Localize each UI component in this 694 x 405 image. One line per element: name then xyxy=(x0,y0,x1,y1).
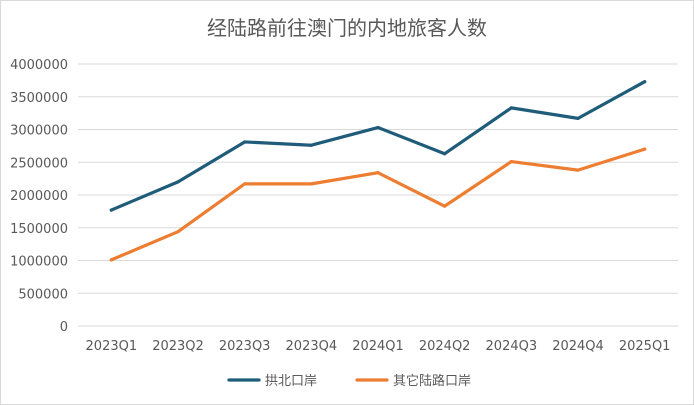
series-lines xyxy=(109,80,647,262)
y-tick-label: 3500000 xyxy=(10,91,68,106)
x-tick-label: 2023Q4 xyxy=(286,339,338,354)
chart-title: 经陆路前往澳门的内地旅客人数 xyxy=(207,16,487,40)
data-point xyxy=(176,180,180,184)
y-tick-label: 2000000 xyxy=(10,189,68,204)
data-point xyxy=(243,140,247,144)
data-point xyxy=(309,143,313,147)
data-point xyxy=(576,116,580,120)
x-axis-ticks: 2023Q1 2023Q2 2023Q3 2023Q4 2024Q1 2024Q2 2024… xyxy=(86,339,671,354)
data-point xyxy=(243,182,247,186)
data-point xyxy=(109,258,113,262)
legend-label: 拱北口岸 xyxy=(265,374,317,389)
y-tick-label: 1000000 xyxy=(10,255,68,270)
y-tick-label: 500000 xyxy=(18,287,68,302)
y-tick-label: 3000000 xyxy=(10,124,68,139)
data-point xyxy=(509,106,513,110)
data-point xyxy=(643,147,647,151)
y-tick-label: 0 xyxy=(60,320,68,335)
gridlines xyxy=(78,63,678,327)
legend-label: 其它陆路口岸 xyxy=(393,373,471,389)
data-point xyxy=(376,125,380,130)
y-tick-label: 1500000 xyxy=(10,222,68,237)
data-point xyxy=(509,159,513,164)
y-axis-ticks: 0 500000 1000000 1500000 2000000 2500000 30000… xyxy=(10,58,68,335)
legend: 拱北口岸 其它陆路口岸 xyxy=(227,373,471,389)
data-point xyxy=(643,80,647,84)
y-tick-label: 2500000 xyxy=(10,156,68,171)
x-tick-label: 2024Q1 xyxy=(352,339,404,354)
x-tick-label: 2023Q2 xyxy=(152,339,204,354)
data-point xyxy=(443,204,447,208)
data-point xyxy=(176,230,180,234)
x-tick-label: 2023Q3 xyxy=(219,339,271,354)
x-tick-label: 2024Q3 xyxy=(486,339,538,354)
series-line-1 xyxy=(109,147,647,262)
y-tick-label: 4000000 xyxy=(10,58,68,73)
data-point xyxy=(109,208,113,212)
x-tick-label: 2024Q2 xyxy=(419,339,471,354)
x-tick-label: 2024Q4 xyxy=(552,339,604,354)
data-point xyxy=(309,182,313,186)
x-tick-label: 2025Q1 xyxy=(619,339,671,354)
data-point xyxy=(576,168,580,172)
x-tick-label: 2023Q1 xyxy=(86,339,138,354)
data-point xyxy=(443,152,447,156)
data-point xyxy=(376,171,380,175)
series-line-0 xyxy=(109,80,647,212)
